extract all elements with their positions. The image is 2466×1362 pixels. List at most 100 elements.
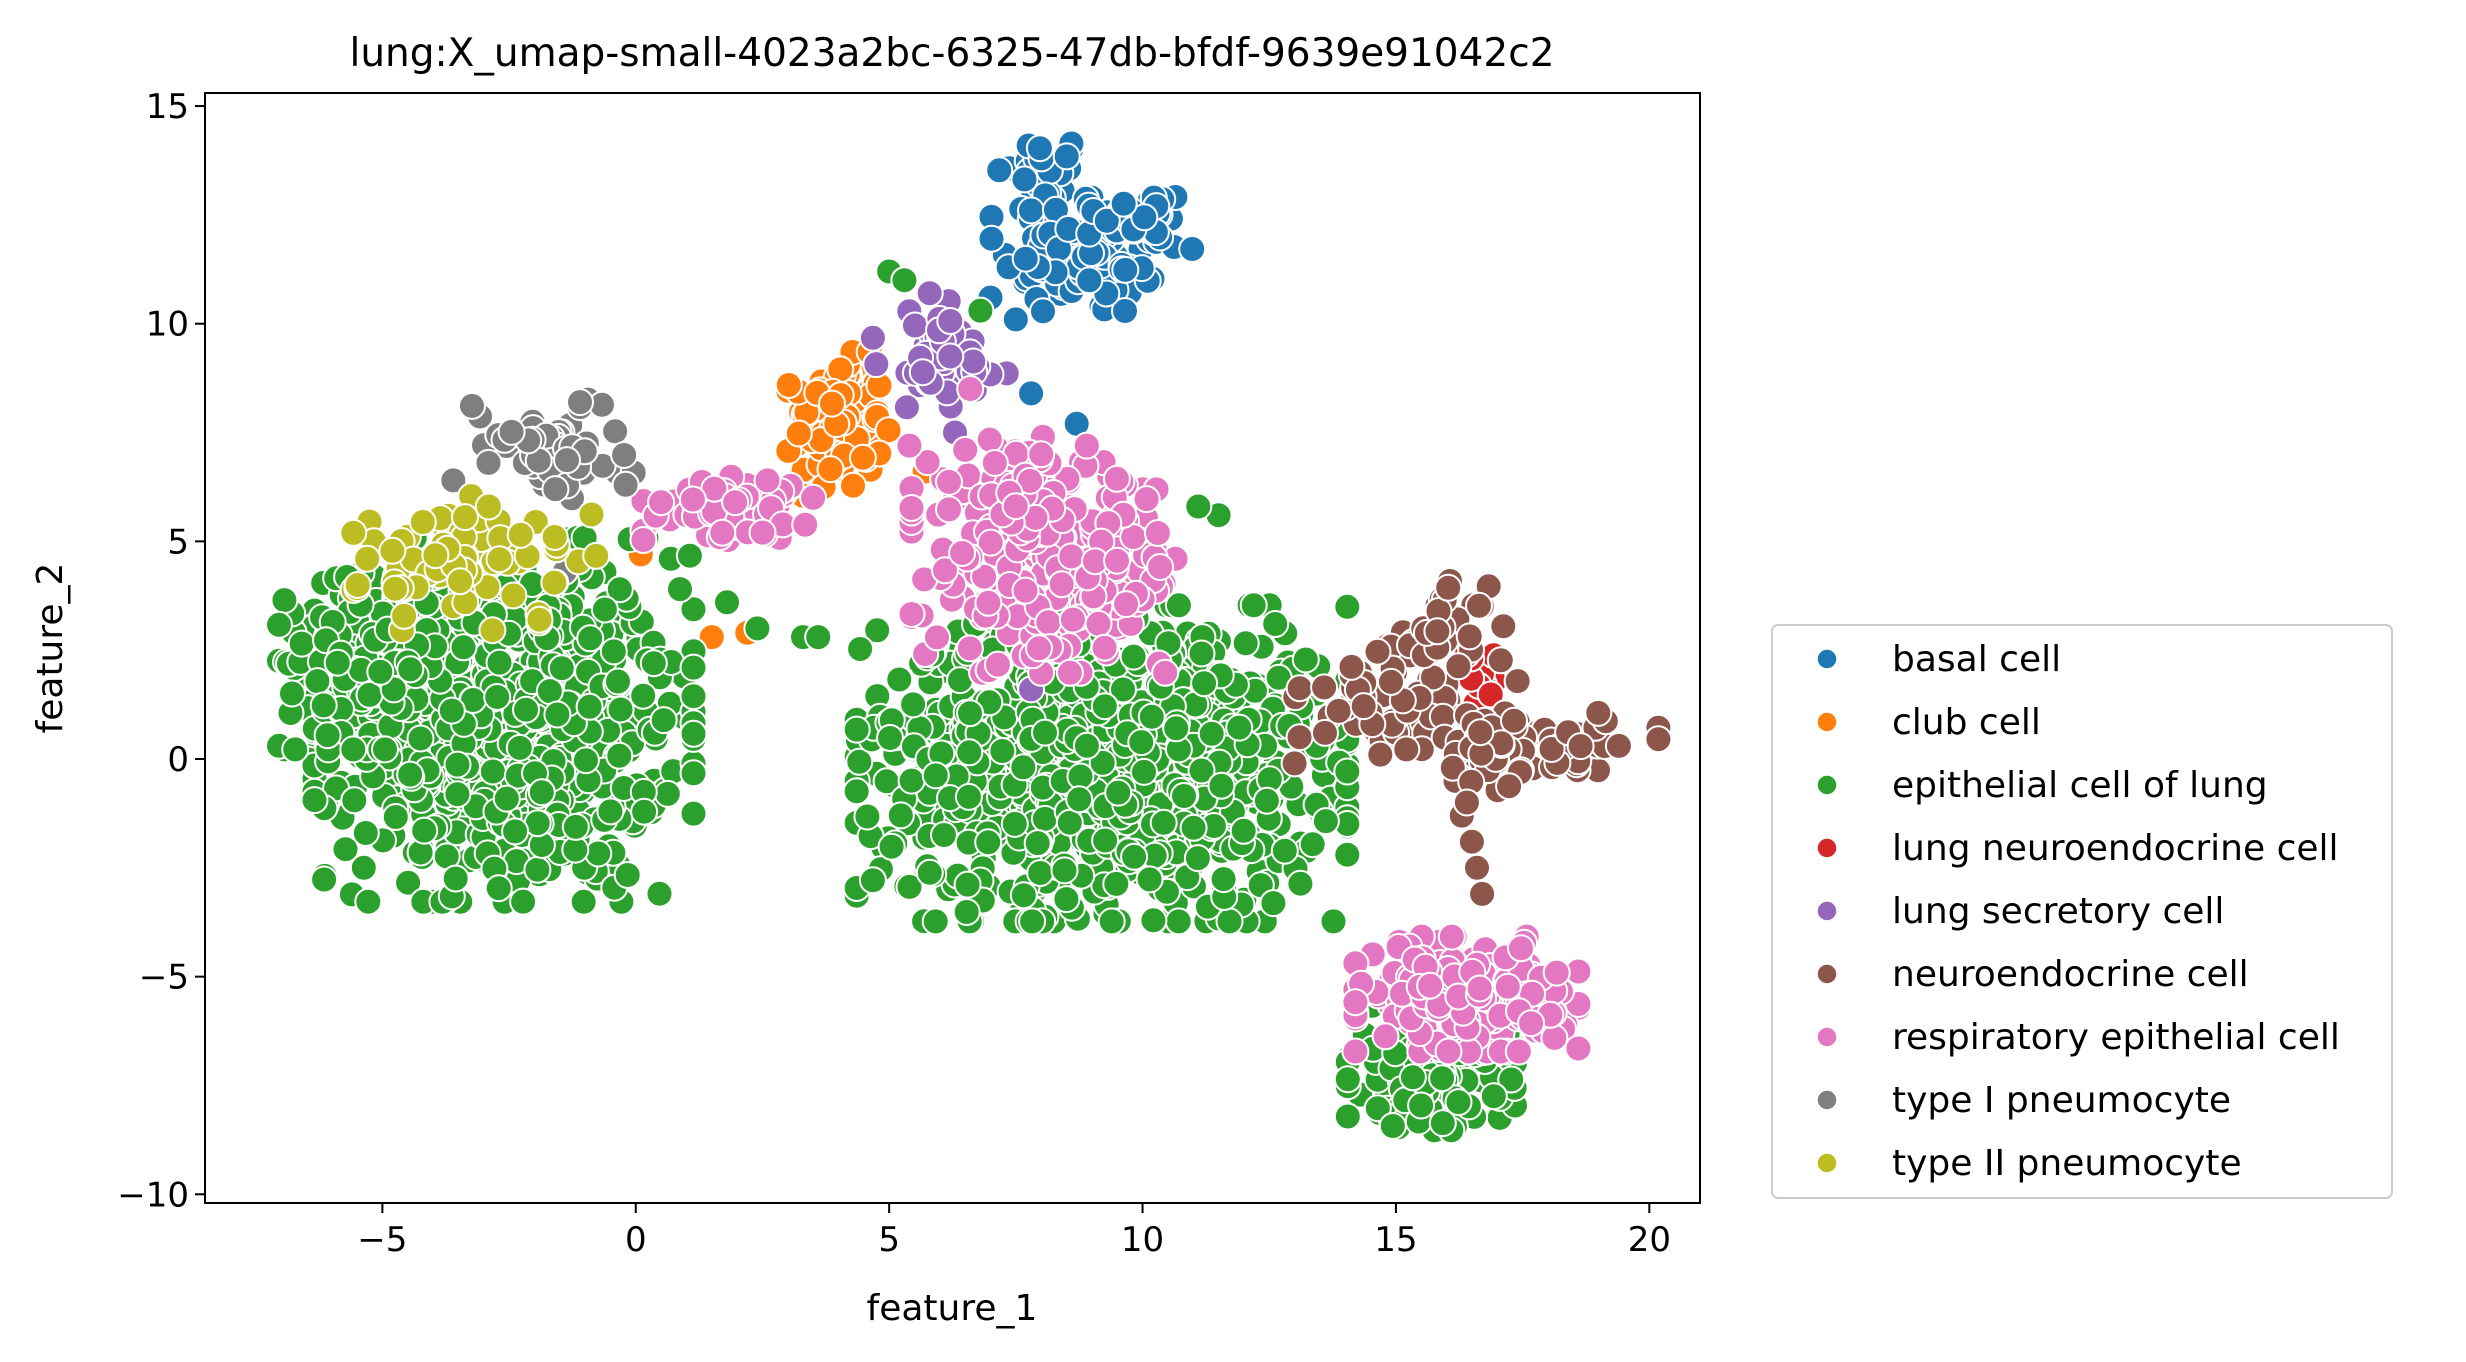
point-epithelial-cell-of-lung bbox=[1225, 713, 1254, 742]
point-epithelial-cell-of-lung bbox=[853, 802, 882, 831]
point-epithelial-cell-of-lung bbox=[1319, 907, 1348, 936]
point-epithelial-cell-of-lung bbox=[1259, 889, 1288, 918]
point-basal-cell bbox=[1075, 266, 1104, 295]
point-lung-secretory-cell bbox=[862, 350, 891, 379]
point-type-ii-pneumocyte bbox=[390, 601, 419, 630]
point-basal-cell bbox=[1092, 206, 1121, 235]
point-lung-secretory-cell bbox=[936, 307, 965, 335]
point-epithelial-cell-of-lung bbox=[1333, 840, 1362, 869]
point-type-ii-pneumocyte bbox=[506, 520, 535, 549]
point-epithelial-cell-of-lung bbox=[974, 828, 1003, 857]
point-basal-cell bbox=[1130, 203, 1159, 232]
point-type-ii-pneumocyte bbox=[378, 536, 407, 565]
x-tick-label: 10 bbox=[1121, 1220, 1164, 1260]
point-respiratory-epithelial-cell bbox=[1437, 922, 1466, 951]
point-lung-secretory-cell bbox=[936, 342, 965, 371]
point-type-ii-pneumocyte bbox=[381, 574, 410, 603]
x-tick-label: 5 bbox=[878, 1220, 900, 1260]
point-epithelial-cell-of-lung bbox=[1018, 907, 1047, 936]
point-epithelial-cell-of-lung bbox=[1149, 808, 1178, 837]
point-type-ii-pneumocyte bbox=[353, 544, 382, 573]
point-basal-cell bbox=[1010, 165, 1039, 194]
point-type-ii-pneumocyte bbox=[451, 503, 479, 532]
point-epithelial-cell-of-lung bbox=[443, 750, 472, 779]
point-epithelial-cell-of-lung bbox=[605, 575, 634, 604]
point-epithelial-cell-of-lung bbox=[679, 719, 708, 748]
point-epithelial-cell-of-lung bbox=[1164, 907, 1193, 936]
point-respiratory-epithelial-cell bbox=[974, 588, 1003, 617]
point-epithelial-cell-of-lung bbox=[921, 907, 950, 936]
point-epithelial-cell-of-lung bbox=[303, 667, 332, 696]
point-type-ii-pneumocyte bbox=[499, 581, 528, 610]
point-respiratory-epithelial-cell bbox=[897, 600, 926, 628]
point-epithelial-cell-of-lung bbox=[679, 653, 708, 682]
point-club-cell bbox=[697, 623, 726, 652]
point-epithelial-cell-of-lung bbox=[278, 679, 306, 708]
point-respiratory-epithelial-cell bbox=[748, 518, 777, 547]
point-neuroendocrine-cell bbox=[1457, 827, 1486, 856]
point-neuroendocrine-cell bbox=[1566, 732, 1595, 761]
x-tick-label: 15 bbox=[1374, 1220, 1417, 1260]
point-epithelial-cell-of-lung bbox=[886, 801, 915, 830]
point-epithelial-cell-of-lung bbox=[1183, 844, 1212, 873]
legend-marker bbox=[1816, 1089, 1838, 1111]
point-club-cell bbox=[784, 419, 813, 448]
point-epithelial-cell-of-lung bbox=[509, 887, 538, 916]
point-epithelial-cell-of-lung bbox=[410, 816, 439, 845]
point-neuroendocrine-cell bbox=[1337, 652, 1366, 681]
x-tick-label: 20 bbox=[1628, 1220, 1671, 1260]
legend-entry-lung-neuroendocrine-cell: lung neuroendocrine cell bbox=[1816, 828, 2339, 869]
point-epithelial-cell-of-lung bbox=[1398, 1063, 1427, 1092]
point-respiratory-epithelial-cell bbox=[1072, 431, 1101, 460]
point-epithelial-cell-of-lung bbox=[1170, 782, 1198, 810]
point-neuroendocrine-cell bbox=[1349, 692, 1378, 721]
point-epithelial-cell-of-lung bbox=[1184, 492, 1213, 521]
y-axis-label: feature_2 bbox=[30, 563, 71, 734]
point-lung-secretory-cell bbox=[901, 311, 929, 340]
point-epithelial-cell-of-lung bbox=[366, 657, 395, 686]
point-lung-secretory-cell bbox=[858, 323, 887, 352]
point-epithelial-cell-of-lung bbox=[1428, 1109, 1457, 1138]
point-epithelial-cell-of-lung bbox=[584, 839, 613, 868]
point-epithelial-cell-of-lung bbox=[1050, 856, 1079, 885]
point-epithelial-cell-of-lung bbox=[675, 541, 704, 570]
point-type-i-pneumocyte bbox=[611, 470, 640, 499]
point-neuroendocrine-cell bbox=[1486, 646, 1515, 675]
point-epithelial-cell-of-lung bbox=[1137, 702, 1166, 731]
point-type-ii-pneumocyte bbox=[485, 545, 514, 574]
point-epithelial-cell-of-lung bbox=[1270, 836, 1299, 865]
point-epithelial-cell-of-lung bbox=[604, 667, 632, 696]
point-epithelial-cell-of-lung bbox=[1130, 757, 1158, 786]
point-epithelial-cell-of-lung bbox=[1207, 771, 1236, 800]
point-epithelial-cell-of-lung bbox=[1229, 816, 1258, 845]
legend-label: epithelial cell of lung bbox=[1892, 765, 2268, 806]
legend-label: lung neuroendocrine cell bbox=[1892, 828, 2339, 869]
point-epithelial-cell-of-lung bbox=[569, 887, 598, 916]
point-type-ii-pneumocyte bbox=[343, 571, 372, 599]
point-neuroendocrine-cell bbox=[1377, 667, 1405, 696]
point-epithelial-cell-of-lung bbox=[1097, 907, 1126, 936]
point-club-cell bbox=[839, 471, 867, 500]
point-epithelial-cell-of-lung bbox=[265, 610, 293, 639]
point-epithelial-cell-of-lung bbox=[1333, 1102, 1362, 1131]
point-epithelial-cell-of-lung bbox=[1298, 830, 1327, 859]
point-epithelial-cell-of-lung bbox=[613, 861, 642, 889]
point-neuroendocrine-cell bbox=[1366, 740, 1395, 769]
point-lung-secretory-cell bbox=[892, 393, 921, 422]
point-type-i-pneumocyte bbox=[474, 448, 503, 477]
legend-label: respiratory epithelial cell bbox=[1892, 1017, 2340, 1058]
point-epithelial-cell-of-lung bbox=[713, 588, 741, 617]
point-epithelial-cell-of-lung bbox=[1023, 829, 1052, 858]
point-epithelial-cell-of-lung bbox=[966, 296, 995, 325]
point-respiratory-epithelial-cell bbox=[935, 467, 963, 496]
point-epithelial-cell-of-lung bbox=[1190, 669, 1219, 698]
point-respiratory-epithelial-cell bbox=[1011, 576, 1040, 605]
legend-marker bbox=[1816, 837, 1838, 859]
legend-label: neuroendocrine cell bbox=[1892, 954, 2249, 995]
point-respiratory-epithelial-cell bbox=[897, 494, 926, 522]
point-club-cell bbox=[818, 389, 846, 418]
point-respiratory-epithelial-cell bbox=[1047, 570, 1076, 599]
point-type-ii-pneumocyte bbox=[577, 500, 606, 529]
point-respiratory-epithelial-cell bbox=[1434, 1037, 1463, 1066]
point-neuroendocrine-cell bbox=[1280, 749, 1309, 778]
